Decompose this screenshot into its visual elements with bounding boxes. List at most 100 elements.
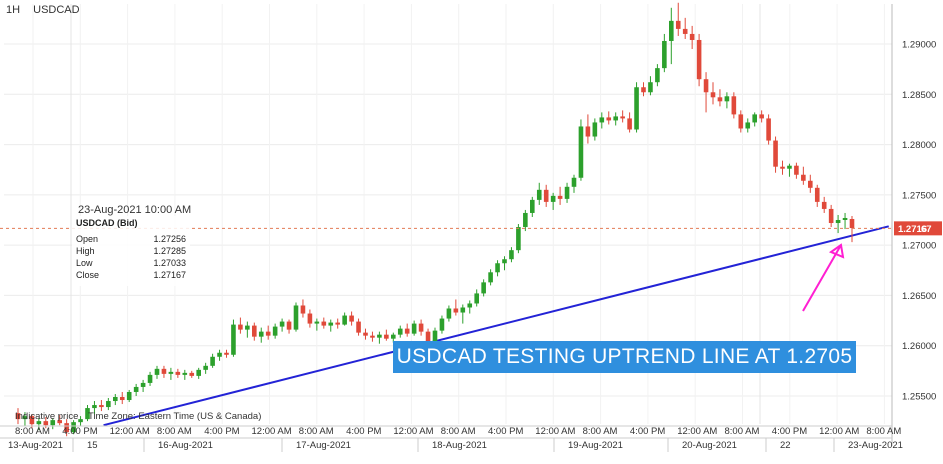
candle-body (140, 382, 146, 387)
candle-body (126, 391, 132, 401)
candle (161, 365, 167, 378)
candle-body (710, 92, 716, 98)
candle (113, 393, 118, 406)
candle (592, 118, 598, 141)
candle (752, 112, 757, 127)
candle-body (738, 114, 744, 129)
candle (849, 215, 855, 243)
x-time-label: 8:00 AM (725, 426, 760, 437)
candle-body (703, 79, 709, 93)
timeframe-label[interactable]: 1H (6, 4, 21, 16)
candle (397, 325, 403, 338)
candle (321, 317, 327, 329)
candle (50, 418, 56, 430)
candle-body (22, 416, 28, 420)
candle-body (161, 368, 167, 374)
candle (78, 416, 83, 427)
x-time-label: 12:00 AM (677, 426, 717, 437)
candle-body (808, 180, 813, 188)
candle (245, 321, 250, 338)
candle (675, 2, 681, 36)
candle-body (113, 397, 118, 402)
candle (300, 299, 306, 318)
candle-body (196, 369, 201, 376)
candle (293, 302, 299, 332)
candle-body (467, 303, 473, 308)
x-time-label: 8:00 AM (15, 426, 50, 437)
x-time-label: 12:00 AM (393, 426, 433, 437)
ohlc-title: USDCAD (Bid) (76, 218, 138, 228)
candle (523, 209, 528, 232)
candle-body (564, 186, 570, 199)
candle-body (794, 165, 799, 175)
candle (814, 184, 820, 207)
candle (147, 371, 153, 386)
candle (258, 327, 264, 343)
candle-body (717, 97, 723, 102)
candle-body (133, 386, 139, 392)
candle (377, 331, 382, 344)
candle (641, 82, 646, 97)
candle-body (523, 212, 528, 228)
symbol-label[interactable]: USDCAD (33, 4, 80, 16)
candle-body (578, 126, 584, 178)
candle-body (641, 87, 646, 93)
candle-body (627, 118, 632, 130)
candle-body (821, 201, 827, 209)
candle (766, 114, 771, 145)
candle (669, 7, 674, 65)
candle-body (495, 263, 500, 273)
candle-body (391, 334, 396, 339)
candle (22, 412, 28, 427)
x-date-label: 18-Aug-2021 (432, 440, 487, 451)
candle-body (543, 189, 549, 202)
candle (467, 300, 473, 314)
candle-body (224, 352, 229, 355)
candle-body (335, 322, 340, 325)
candle (648, 76, 653, 96)
candle-body (509, 250, 514, 260)
x-time-label: 12:00 AM (110, 426, 150, 437)
candle (835, 214, 841, 234)
price-tag-label: 1.2716 (898, 224, 927, 235)
candle (571, 174, 577, 193)
timezone-note: Time Zone: Eastern Time (US & Canada) (88, 411, 262, 422)
candle-body (675, 20, 681, 29)
annotation-arrow-layer (802, 243, 845, 312)
x-date-label: 22 (780, 440, 791, 451)
candle-body (370, 335, 375, 338)
x-time-label: 4:00 PM (630, 426, 665, 437)
ohlc-label: Open (76, 234, 99, 244)
candle (182, 369, 188, 380)
candle (307, 309, 313, 328)
candle (99, 400, 104, 412)
candle-body (780, 166, 785, 169)
candle-body (272, 326, 278, 336)
trendline-layer (103, 225, 889, 427)
ohlc-label: Low (76, 258, 93, 268)
candle-body (328, 322, 334, 326)
candle (557, 186, 563, 205)
candle (154, 365, 160, 379)
candle (328, 319, 334, 332)
ohlc-label: Close (76, 270, 100, 280)
candle (168, 367, 174, 380)
ohlc-value: 1.27285 (153, 246, 186, 256)
candle (773, 136, 778, 173)
candle-body (182, 372, 188, 375)
candle-body (557, 195, 563, 199)
candle-body (36, 421, 42, 425)
candle-body (300, 305, 306, 314)
candle (502, 256, 507, 271)
candle-body (50, 420, 56, 426)
candle (801, 166, 806, 185)
candle (175, 368, 181, 378)
candle (57, 415, 62, 426)
candle (585, 114, 591, 144)
candle (286, 319, 292, 334)
candle-body (189, 372, 195, 376)
candle-body (502, 259, 507, 264)
candle-body (759, 114, 764, 119)
candle-body (849, 218, 855, 229)
candle (564, 182, 570, 203)
